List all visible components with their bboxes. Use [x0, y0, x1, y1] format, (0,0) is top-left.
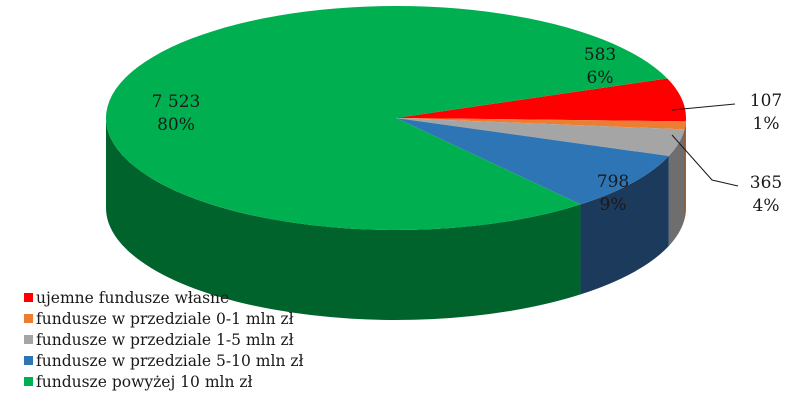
legend-item-1: fundusze w przedziale 0-1 mln zł: [24, 308, 304, 329]
value-label-0: 583: [584, 45, 616, 65]
legend-swatch-3: [24, 356, 33, 365]
percent-label-4: 80%: [157, 115, 195, 135]
percent-label-0: 6%: [587, 68, 614, 88]
value-label-2: 365: [750, 173, 782, 193]
pie-side-1: [684, 121, 686, 220]
pie-slice-4: [106, 6, 668, 231]
leader-line-2: [671, 134, 739, 187]
legend-label-2: fundusze w przedziale 1-5 mln zł: [36, 330, 294, 349]
pie-side-2: [668, 129, 685, 247]
legend-label-0: ujemne fundusze własne: [36, 288, 230, 307]
legend-label-3: fundusze w przedziale 5-10 mln zł: [36, 351, 304, 370]
leader-line-1: [671, 103, 736, 111]
value-label-1: 107: [750, 91, 782, 111]
percent-label-2: 4%: [753, 196, 780, 216]
legend-swatch-2: [24, 335, 33, 344]
percent-label-3: 9%: [600, 195, 627, 215]
value-label-3: 798: [597, 172, 629, 192]
percent-label-1: 1%: [753, 114, 780, 134]
legend-item-3: fundusze w przedziale 5-10 mln zł: [24, 350, 304, 371]
legend-item-0: ujemne fundusze własne: [24, 287, 304, 308]
pie-side-4: [106, 118, 581, 321]
pie-slice-2: [396, 118, 685, 157]
legend-swatch-1: [24, 314, 33, 323]
pie-tops: [106, 6, 686, 231]
data-labels: 583 6% 107 1% 365 4% 798 9% 7 523 80%: [152, 45, 783, 216]
legend-item-2: fundusze w przedziale 1-5 mln zł: [24, 329, 304, 350]
legend-swatch-4: [24, 377, 33, 386]
legend-item-4: fundusze powyżej 10 mln zł: [24, 371, 304, 392]
legend-label-4: fundusze powyżej 10 mln zł: [36, 372, 253, 391]
legend: ujemne fundusze własne fundusze w przedzi…: [24, 287, 304, 392]
pie-sides: [106, 118, 686, 321]
value-label-4: 7 523: [152, 92, 201, 112]
pie-slice-1: [396, 118, 686, 130]
pie-slice-3: [396, 118, 669, 205]
pie-side-3: [580, 156, 669, 295]
legend-label-1: fundusze w przedziale 0-1 mln zł: [36, 309, 294, 328]
pie-slice-0: [396, 78, 686, 122]
legend-swatch-0: [24, 293, 33, 302]
